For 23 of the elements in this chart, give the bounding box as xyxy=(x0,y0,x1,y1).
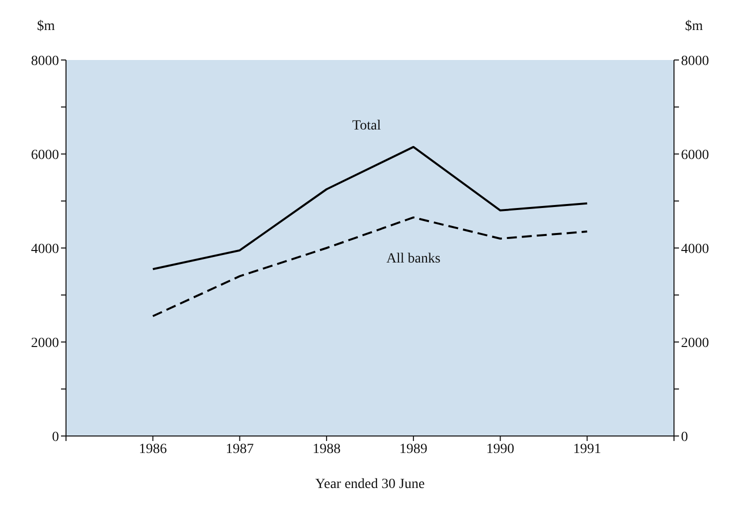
series-label: All banks xyxy=(386,251,440,266)
x-tick-label: 1990 xyxy=(486,442,514,457)
x-tick-label: 1987 xyxy=(226,442,254,457)
line-series xyxy=(152,216,588,318)
y2-tick-label: 6000 xyxy=(681,148,709,163)
y2-axis-title: $m xyxy=(685,19,704,34)
y-tick-label: 6000 xyxy=(31,148,59,163)
y-tick-label: 8000 xyxy=(31,54,59,69)
x-axis-title: Year ended 30 June xyxy=(315,477,425,492)
y-tick-label: 0 xyxy=(52,430,59,445)
y2-tick-label: 8000 xyxy=(681,54,709,69)
y2-tick-label: 4000 xyxy=(681,242,709,257)
y-tick-label: 2000 xyxy=(31,336,59,351)
x-tick-label: 1988 xyxy=(312,442,341,457)
y2-tick-label: 2000 xyxy=(681,336,709,351)
x-tick-label: 1986 xyxy=(138,442,167,457)
x-tick-label: 1991 xyxy=(573,442,602,457)
y-tick-label: 4000 xyxy=(31,242,59,257)
x-tick-label: 1989 xyxy=(399,442,428,457)
series-label: Total xyxy=(352,118,381,134)
y2-tick-label: 0 xyxy=(681,430,688,445)
line-series xyxy=(152,146,588,270)
y-axis-title: $m xyxy=(37,19,56,34)
